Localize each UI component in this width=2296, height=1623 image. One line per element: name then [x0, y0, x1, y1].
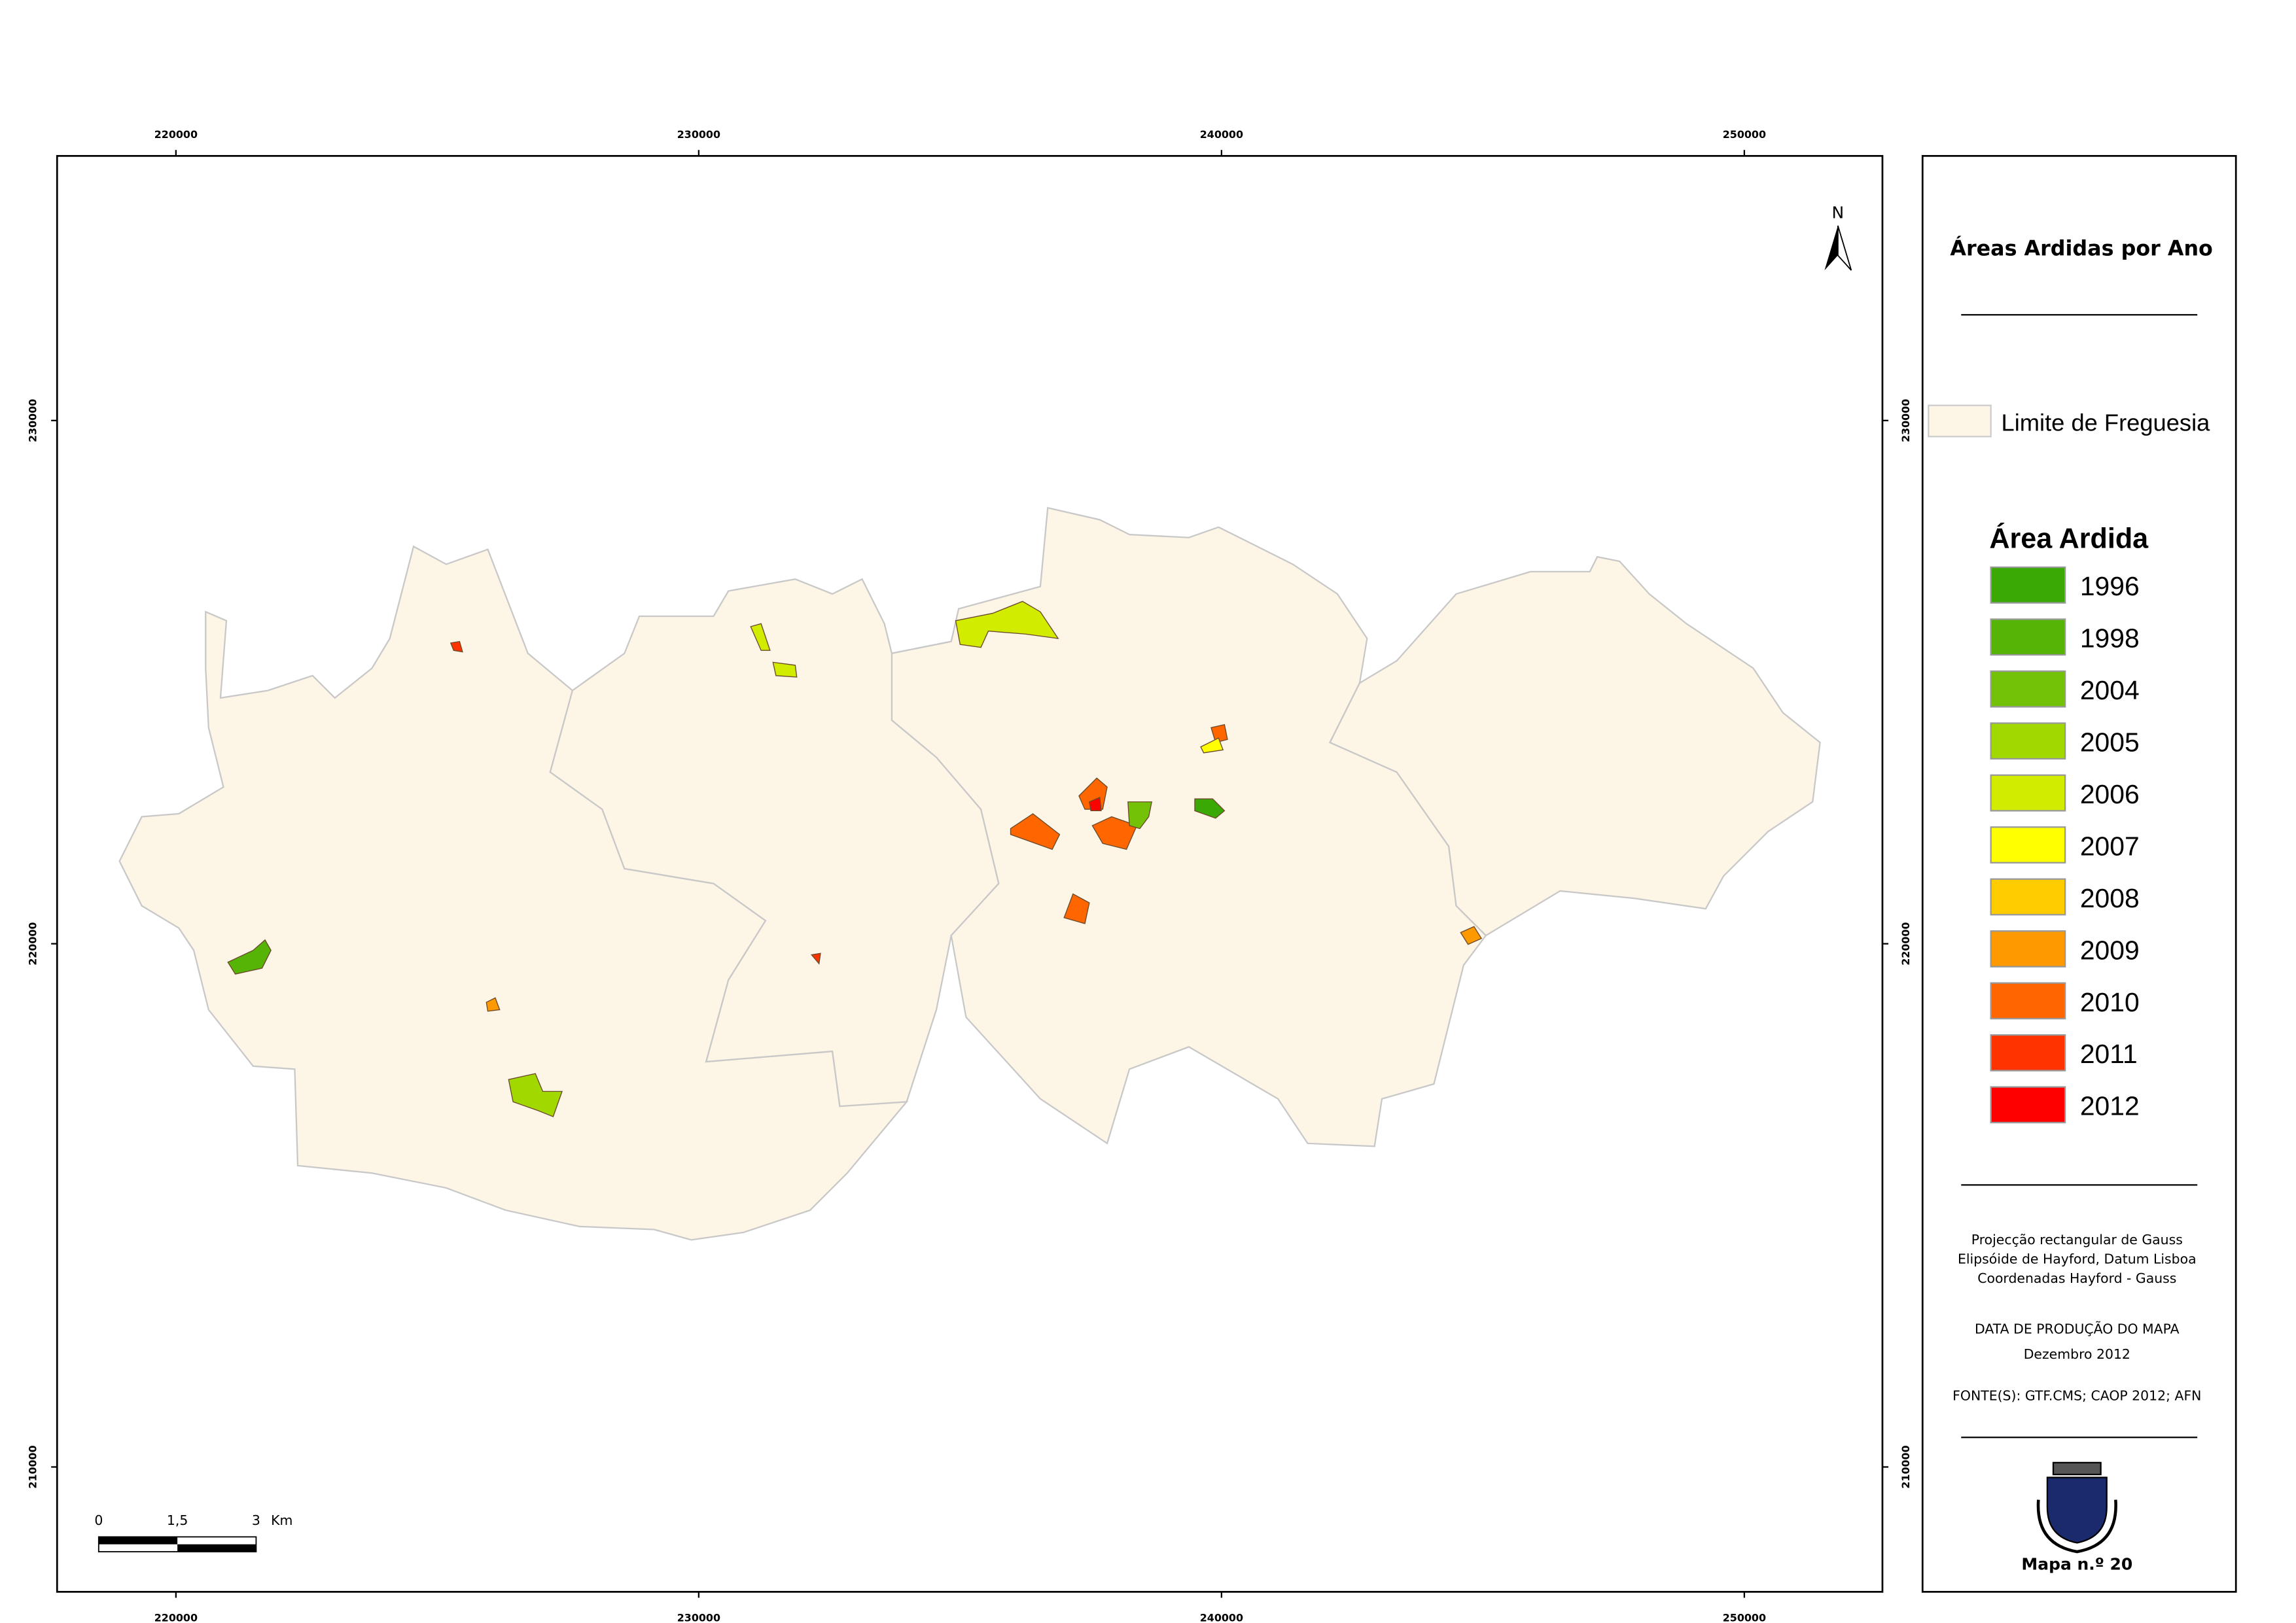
x-coord-label: 230000	[677, 128, 720, 141]
north-arrow-right	[1837, 225, 1852, 271]
map-number: Mapa n.º 20	[2021, 1554, 2132, 1573]
legend-label: 2008	[2080, 883, 2140, 913]
legend-swatch	[1990, 878, 2066, 916]
x-coord-label: 220000	[154, 128, 198, 141]
burned-area	[750, 623, 771, 651]
freguesia	[1329, 555, 1821, 937]
y-coord-label: 210000	[26, 1445, 39, 1488]
projection-note: Coordenadas Hayford - Gauss	[1977, 1270, 2176, 1286]
legend-swatch	[1990, 722, 2066, 760]
scale-unit: Km	[271, 1512, 292, 1528]
x-coord-label: 240000	[1200, 1612, 1243, 1623]
burned-area	[1460, 926, 1483, 945]
legend-label: 2010	[2080, 987, 2140, 1017]
burned-area	[1063, 893, 1090, 924]
burned-area	[811, 952, 821, 965]
x-coord-label: 250000	[1723, 1612, 1766, 1623]
legend-label: 2005	[2080, 727, 2140, 758]
emblem-shield	[2046, 1476, 2108, 1544]
scale-label: 0	[94, 1512, 103, 1528]
emblem-crown	[2052, 1461, 2102, 1476]
legend-items: 1996 1998 2004 2005 2006 2007 2008 2009 2010 2011…	[1990, 566, 2140, 1124]
legend-label: 2009	[2080, 935, 2140, 965]
legend-label: 2006	[2080, 779, 2140, 809]
y-coord-label: 230000	[26, 399, 39, 442]
legend-swatch	[1990, 1086, 2066, 1124]
y-coord-label: 220000	[1899, 922, 1912, 966]
scale-segment	[98, 1537, 178, 1544]
legend-label: 1996	[2080, 571, 2140, 601]
sources-note: FONTE(S): GTF.CMS; CAOP 2012; AFN	[1952, 1388, 2201, 1404]
scale-bar: 0 1,5 3 Km	[94, 1512, 292, 1552]
projection-note: Elipsóide de Hayford, Datum Lisboa	[1958, 1251, 2197, 1267]
legend-label: 2011	[2080, 1039, 2138, 1069]
legend-swatch	[1990, 566, 2066, 604]
boundary-swatch	[1928, 404, 1992, 438]
scale-segment	[177, 1544, 256, 1552]
legend-swatch	[1990, 670, 2066, 708]
burned-areas	[227, 601, 1483, 1117]
north-label: N	[1832, 203, 1845, 222]
freguesia	[118, 545, 909, 1241]
x-coord-label: 240000	[1200, 128, 1243, 141]
burned-area	[1089, 796, 1102, 812]
y-coord-label: 220000	[26, 922, 39, 966]
burned-area	[508, 1073, 563, 1117]
burned-area	[1210, 724, 1228, 743]
legend-swatch	[1990, 982, 2066, 1020]
scale-label: 3	[252, 1512, 260, 1528]
burned-area	[1010, 813, 1061, 850]
x-coord-label: 250000	[1723, 128, 1766, 141]
burned-area	[486, 997, 501, 1012]
legend-label: 2004	[2080, 675, 2140, 705]
x-coord-label: 230000	[677, 1612, 720, 1623]
projection-note: Projecção rectangular de Gauss	[1971, 1232, 2183, 1248]
burned-area	[1127, 801, 1153, 829]
burned-area	[1091, 816, 1138, 850]
legend-swatch	[1990, 1034, 2066, 1072]
legend-swatch	[1990, 930, 2066, 968]
boundary-label: Limite de Freguesia	[2002, 409, 2211, 436]
freguesias	[118, 506, 1821, 1241]
legend-swatch	[1990, 826, 2066, 864]
burned-area	[772, 661, 798, 678]
legend-swatch	[1990, 618, 2066, 656]
legend-swatch	[1990, 774, 2066, 812]
coordinate-ticks: 220000 220000 230000 230000 240000 240000 2500…	[26, 128, 1911, 1623]
x-coord-label: 220000	[154, 1612, 198, 1623]
y-coord-label: 210000	[1899, 1445, 1912, 1488]
legend-label: 1998	[2080, 623, 2140, 654]
emblem-ribbon	[2036, 1499, 2117, 1554]
legend-frame	[1921, 154, 2237, 1593]
production-note: Dezembro 2012	[2024, 1346, 2130, 1362]
municipal-emblem	[2036, 1461, 2117, 1554]
burned-area	[955, 601, 1059, 648]
legend-title: Áreas Ardidas por Ano	[1950, 236, 2213, 260]
legend-label: 2012	[2080, 1091, 2140, 1121]
y-coord-label: 230000	[1899, 399, 1912, 442]
legend-section-title: Área Ardida	[1989, 523, 2149, 555]
burned-area	[1194, 798, 1226, 819]
scale-label: 1,5	[167, 1512, 188, 1528]
production-note: DATA DE PRODUÇÃO DO MAPA	[1975, 1319, 2180, 1336]
burned-area	[227, 939, 272, 975]
burned-area	[1200, 737, 1224, 754]
burned-area	[450, 640, 463, 653]
legend-label: 2007	[2080, 831, 2140, 861]
